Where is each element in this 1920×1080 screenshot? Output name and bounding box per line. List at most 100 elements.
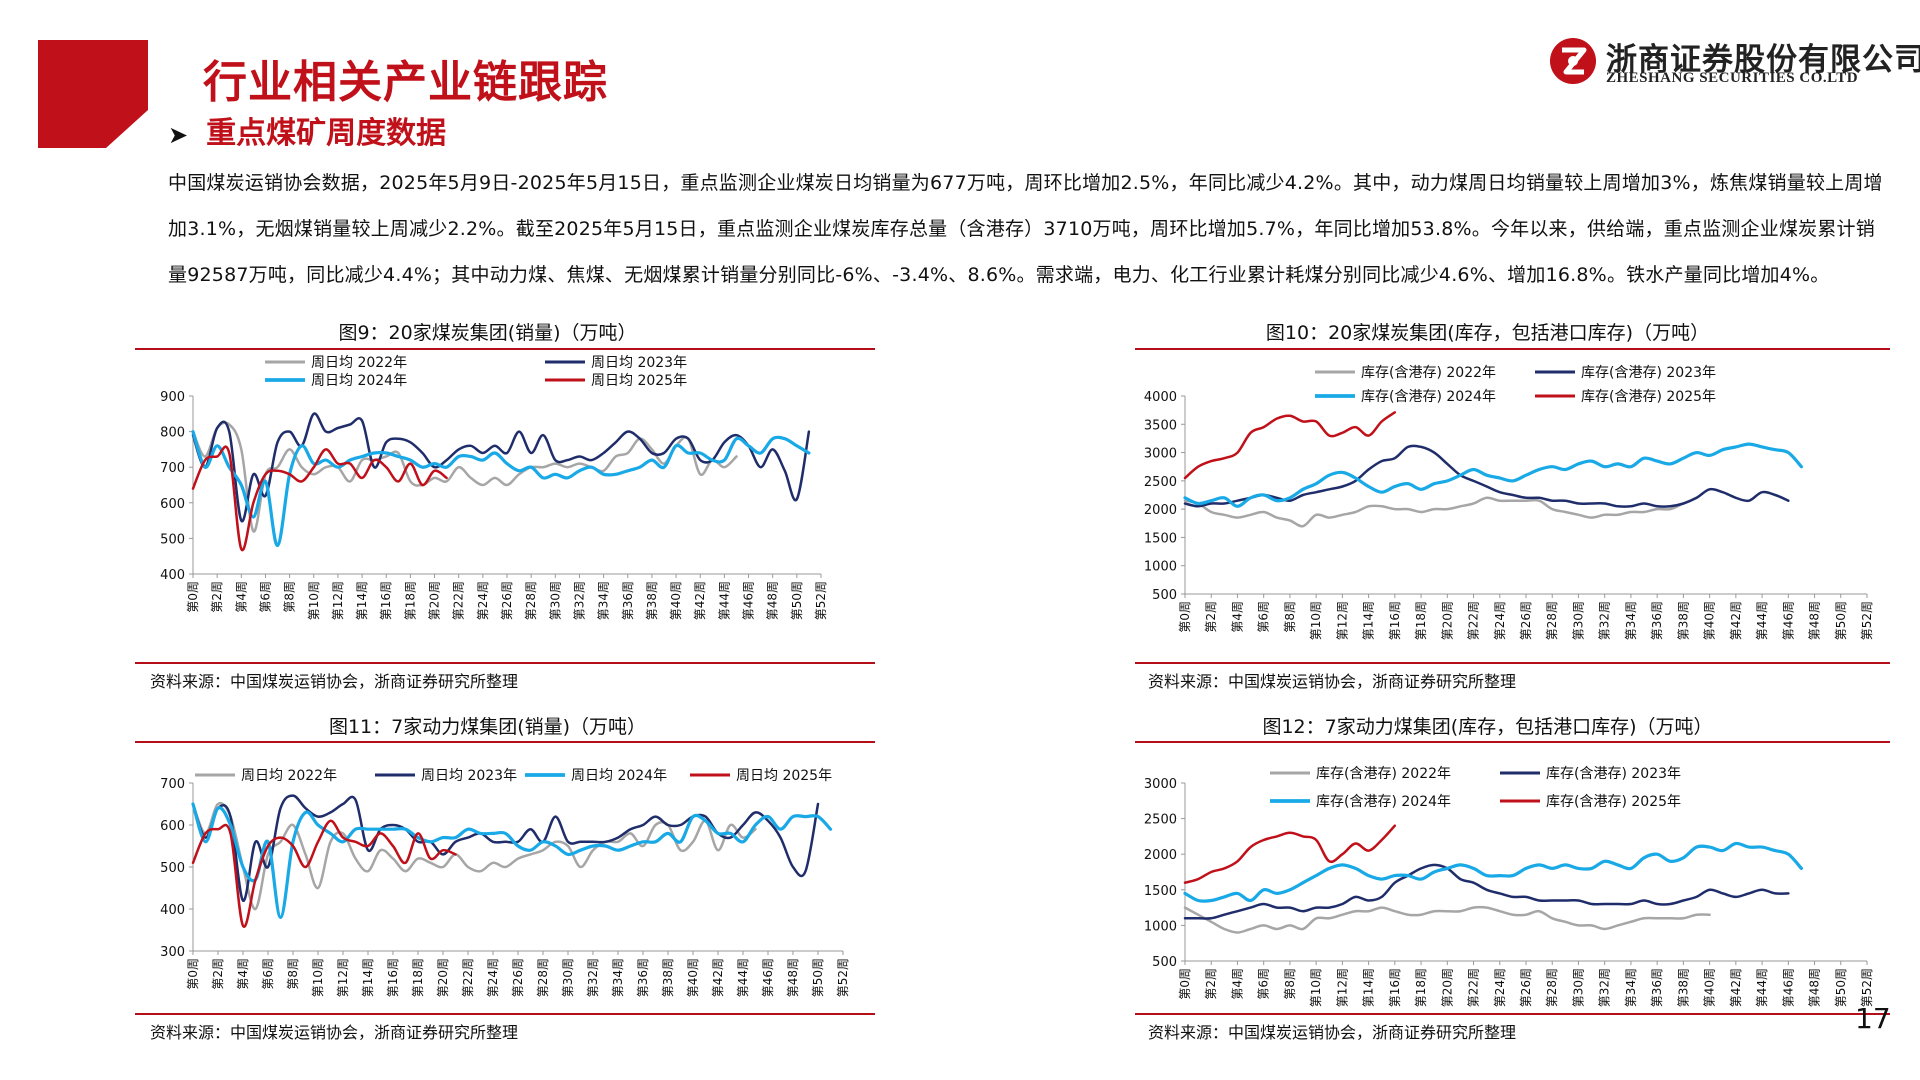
y-tick-label: 800 (160, 426, 185, 441)
x-tick-label: 第48周 (1808, 968, 1822, 1007)
chart10-svg: 500 1000 1500 2000 2500 3000 3500 4000 第0周 第2周 第4周… (1144, 365, 1874, 640)
x-tick-label: 第18周 (403, 581, 417, 620)
x-tick-label: 第36周 (636, 958, 650, 997)
x-tick-label: 第6周 (1257, 968, 1271, 1000)
x-tick-label: 第38周 (645, 581, 659, 620)
y-tick-label: 700 (160, 461, 185, 476)
y-tick-label: 3000 (1144, 447, 1177, 462)
y-tick-label: 2500 (1144, 813, 1177, 828)
x-tick-label: 第10周 (307, 581, 321, 620)
x-tick-label: 第40周 (1703, 601, 1717, 640)
legend-label: 库存(含港存) 2025年 (1546, 794, 1681, 810)
x-tick-label: 第2周 (211, 958, 225, 990)
x-tick-label: 第26周 (1519, 968, 1533, 1007)
series-line-3 (191, 430, 811, 548)
legend-label: 周日均 2025年 (591, 373, 687, 389)
x-tick-label: 第38周 (1676, 968, 1690, 1007)
y-tick-label: 500 (160, 861, 185, 876)
chart11-top-rule (135, 741, 875, 743)
y-tick-label: 500 (1152, 588, 1177, 603)
x-tick-label: 第30周 (561, 958, 575, 997)
series-line-4 (1183, 824, 1397, 884)
company-name-en: ZHESHANG SECURITIES CO.LTD (1606, 70, 1859, 86)
x-tick-label: 第18周 (1414, 968, 1428, 1007)
x-tick-label: 第30周 (548, 581, 562, 620)
x-tick-label: 第10周 (1309, 968, 1323, 1007)
y-tick-label: 1500 (1144, 531, 1177, 546)
legend-label: 周日均 2023年 (591, 355, 687, 371)
x-tick-label: 第0周 (186, 958, 200, 990)
x-tick-label: 第6周 (1257, 601, 1271, 633)
x-tick-label: 第0周 (1178, 968, 1192, 1000)
chart9-svg: 400 500 600 700 800 900 第0周 第2周 第4周 第6周 第8周 第10周 第12… (160, 355, 828, 620)
arrow-bullet-icon: ➤ (168, 121, 189, 149)
x-tick-label: 第24周 (1493, 968, 1507, 1007)
x-tick-label: 第44周 (1755, 968, 1769, 1007)
x-tick-label: 第34周 (611, 958, 625, 997)
y-tick-label: 300 (160, 945, 185, 960)
x-tick-label: 第16周 (386, 958, 400, 997)
x-tick-label: 第28周 (1545, 601, 1559, 640)
y-tick-label: 600 (160, 819, 185, 834)
series-line-2 (1183, 863, 1790, 920)
y-tick-label: 700 (160, 777, 185, 792)
legend-label: 周日均 2023年 (421, 768, 517, 784)
chart12-top-rule (1135, 741, 1890, 743)
y-tick-label: 3000 (1144, 777, 1177, 792)
x-tick-label: 第18周 (411, 958, 425, 997)
x-tick-label: 第34周 (1624, 968, 1638, 1007)
y-tick-label: 600 (160, 497, 185, 512)
x-tick-label: 第36周 (621, 581, 635, 620)
x-tick-label: 第30周 (1571, 601, 1585, 640)
x-tick-label: 第32周 (1598, 968, 1612, 1007)
y-tick-label: 400 (160, 903, 185, 918)
x-tick-label: 第0周 (1178, 601, 1192, 633)
x-tick-label: 第30周 (1571, 968, 1585, 1007)
x-tick-label: 第12周 (1335, 601, 1349, 640)
x-tick-label: 第8周 (283, 581, 297, 613)
series-line-4 (1183, 411, 1397, 480)
chart10-bottom-rule (1135, 662, 1890, 664)
x-tick-label: 第32周 (572, 581, 586, 620)
chart12-bottom-rule (1135, 1013, 1890, 1015)
x-tick-label: 第12周 (331, 581, 345, 620)
x-tick-label: 第16周 (1388, 601, 1402, 640)
x-tick-label: 第8周 (1283, 968, 1297, 1000)
x-tick-label: 第40周 (1703, 968, 1717, 1007)
x-tick-label: 第14周 (361, 958, 375, 997)
page-number: 17 (1855, 1002, 1891, 1035)
x-tick-label: 第40周 (686, 958, 700, 997)
x-tick-label: 第46周 (742, 581, 756, 620)
series-line-1 (191, 421, 738, 533)
chart9-top-rule (135, 348, 875, 350)
series-line-4 (191, 819, 457, 928)
legend-label: 周日均 2022年 (241, 768, 337, 784)
x-tick-label: 第10周 (1309, 601, 1323, 640)
x-tick-label: 第14周 (355, 581, 369, 620)
x-tick-label: 第22周 (1467, 968, 1481, 1007)
x-tick-label: 第28周 (524, 581, 538, 620)
x-tick-label: 第52周 (814, 581, 828, 620)
x-tick-label: 第6周 (261, 958, 275, 990)
x-tick-label: 第46周 (761, 958, 775, 997)
legend-label: 库存(含港存) 2022年 (1316, 766, 1451, 782)
x-tick-label: 第46周 (1781, 601, 1795, 640)
x-tick-label: 第42周 (1729, 968, 1743, 1007)
x-tick-label: 第4周 (1230, 601, 1244, 633)
x-tick-label: 第22周 (461, 958, 475, 997)
y-tick-label: 2000 (1144, 848, 1177, 863)
x-tick-label: 第48周 (766, 581, 780, 620)
x-tick-label: 第42周 (711, 958, 725, 997)
x-tick-label: 第2周 (210, 581, 224, 613)
x-tick-label: 第20周 (1440, 601, 1454, 640)
series-line-1 (191, 802, 757, 911)
chart11-source: 资料来源：中国煤炭运销协会，浙商证券研究所整理 (150, 1023, 519, 1042)
chart10-title: 图10：20家煤炭集团(库存，包括港口库存)（万吨） (1265, 322, 1710, 344)
x-tick-label: 第50周 (1834, 968, 1848, 1007)
chart12-title: 图12：7家动力煤集团(库存，包括港口库存)（万吨） (1262, 716, 1713, 738)
x-tick-label: 第26周 (511, 958, 525, 997)
legend-label: 库存(含港存) 2022年 (1361, 365, 1496, 381)
x-tick-label: 第32周 (586, 958, 600, 997)
y-tick-label: 1000 (1144, 919, 1177, 934)
